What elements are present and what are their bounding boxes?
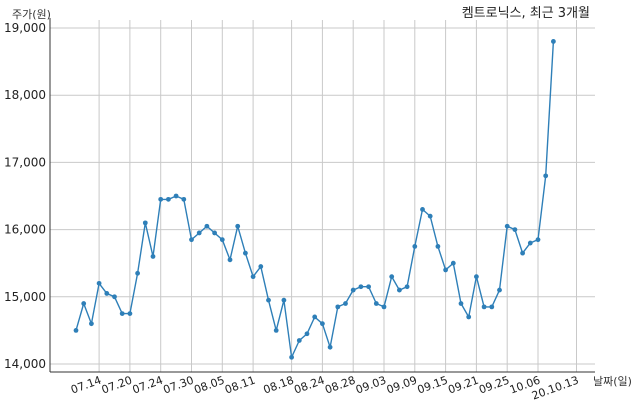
data-point xyxy=(81,301,87,306)
data-point xyxy=(181,196,187,202)
data-point xyxy=(420,207,425,212)
data-point xyxy=(227,257,233,263)
data-point xyxy=(304,331,310,337)
data-point xyxy=(281,297,287,303)
data-point xyxy=(258,264,264,269)
x-tick-label: 09.09 xyxy=(385,374,419,397)
x-tick-label: 07.30 xyxy=(161,374,195,397)
x-axis-label: 날짜(일) xyxy=(593,374,632,388)
data-point xyxy=(543,173,549,179)
data-point xyxy=(266,297,271,303)
data-point xyxy=(512,227,518,233)
data-point xyxy=(166,196,171,202)
x-tick-label: 08.28 xyxy=(323,374,357,397)
y-tick-label: 17,000 xyxy=(4,155,46,169)
x-tick-label: 07.20 xyxy=(100,374,134,397)
grid xyxy=(50,20,595,372)
data-point xyxy=(296,338,302,343)
data-point xyxy=(204,223,210,229)
data-point xyxy=(219,237,225,243)
data-point xyxy=(343,301,348,306)
data-point xyxy=(466,314,472,320)
data-point xyxy=(142,220,148,226)
axes xyxy=(49,18,595,373)
data-point xyxy=(189,237,194,243)
data-point xyxy=(119,311,125,316)
data-point xyxy=(535,237,541,243)
data-point xyxy=(366,284,371,290)
data-point xyxy=(127,311,133,316)
x-tick-label: 08.11 xyxy=(223,374,257,397)
data-point xyxy=(196,230,202,236)
x-tick-label: 07.24 xyxy=(131,374,165,397)
y-tick-labels: 14,000 15,000 16,000 17,000 18,000 19,000 xyxy=(4,21,46,371)
data-point xyxy=(327,344,333,350)
data-point xyxy=(397,287,402,293)
data-point xyxy=(474,274,479,280)
data-points xyxy=(73,39,556,360)
x-tick-label: 08.05 xyxy=(192,374,226,397)
x-tick-label: 09.03 xyxy=(354,374,388,397)
data-point xyxy=(358,284,364,290)
y-tick-label: 19,000 xyxy=(4,21,46,35)
data-point xyxy=(497,287,502,293)
y-tick-label: 16,000 xyxy=(4,223,46,237)
data-point xyxy=(551,39,556,44)
data-point xyxy=(73,328,79,333)
data-point xyxy=(173,193,179,199)
data-point xyxy=(520,250,525,256)
data-point xyxy=(158,196,164,202)
data-point xyxy=(312,314,318,320)
x-tick-label: 08.18 xyxy=(262,374,296,397)
data-point xyxy=(320,321,325,327)
data-point xyxy=(289,354,294,360)
data-point xyxy=(412,244,418,249)
x-tick-label: 09.25 xyxy=(477,374,511,397)
y-tick-label: 14,000 xyxy=(4,357,46,371)
data-point xyxy=(235,223,241,229)
chart-title: 켐트로닉스, 최근 3개월 xyxy=(462,6,590,21)
series-line xyxy=(75,41,555,360)
x-tick-label: 08.24 xyxy=(292,374,326,397)
data-point xyxy=(404,284,410,290)
y-tick-label: 15,000 xyxy=(4,290,46,304)
data-point xyxy=(458,301,464,306)
data-point xyxy=(112,294,117,300)
y-tick-label: 18,000 xyxy=(4,88,46,102)
data-point xyxy=(450,260,456,266)
data-point xyxy=(335,304,341,310)
data-point xyxy=(427,213,433,219)
data-point xyxy=(250,274,256,280)
data-point xyxy=(373,301,379,306)
x-tick-label: 07.14 xyxy=(69,374,103,397)
data-point xyxy=(135,270,141,276)
data-point xyxy=(273,328,279,333)
data-point xyxy=(527,240,533,246)
data-point xyxy=(381,304,387,310)
data-point xyxy=(389,274,395,280)
data-point xyxy=(89,321,94,327)
y-axis-label: 주가(원) xyxy=(12,8,51,21)
data-point xyxy=(150,254,156,259)
data-point xyxy=(350,287,356,293)
data-point xyxy=(489,304,495,310)
data-point xyxy=(96,280,102,286)
data-point xyxy=(504,223,510,229)
data-point xyxy=(212,230,218,236)
data-point xyxy=(443,267,448,273)
x-tick-label: 09.21 xyxy=(446,374,480,397)
data-point xyxy=(435,244,441,249)
data-point xyxy=(481,304,487,310)
x-tick-label: 09.15 xyxy=(416,374,450,397)
data-point xyxy=(104,291,110,296)
data-point xyxy=(243,250,248,256)
